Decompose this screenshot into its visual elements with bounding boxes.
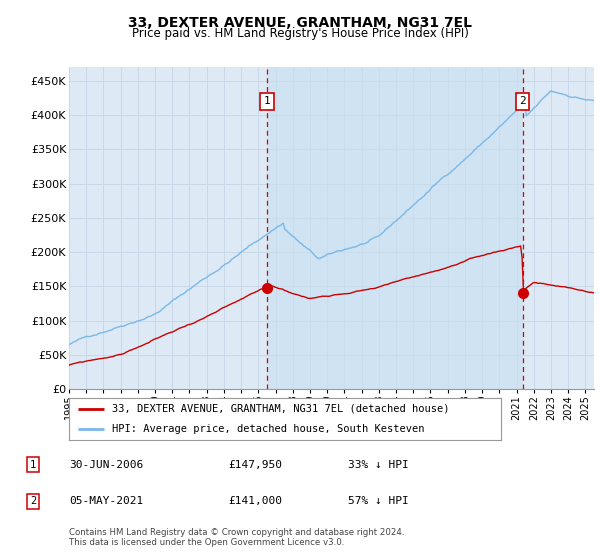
Text: £147,950: £147,950 (228, 460, 282, 470)
Text: 33% ↓ HPI: 33% ↓ HPI (348, 460, 409, 470)
Text: 2: 2 (30, 496, 36, 506)
Text: Price paid vs. HM Land Registry's House Price Index (HPI): Price paid vs. HM Land Registry's House … (131, 27, 469, 40)
Text: 2: 2 (519, 96, 526, 106)
Text: 33, DEXTER AVENUE, GRANTHAM, NG31 7EL: 33, DEXTER AVENUE, GRANTHAM, NG31 7EL (128, 16, 472, 30)
Text: 1: 1 (30, 460, 36, 470)
Text: 30-JUN-2006: 30-JUN-2006 (69, 460, 143, 470)
Text: 57% ↓ HPI: 57% ↓ HPI (348, 496, 409, 506)
Text: 33, DEXTER AVENUE, GRANTHAM, NG31 7EL (detached house): 33, DEXTER AVENUE, GRANTHAM, NG31 7EL (d… (112, 404, 450, 414)
Text: HPI: Average price, detached house, South Kesteven: HPI: Average price, detached house, Sout… (112, 424, 425, 434)
Text: Contains HM Land Registry data © Crown copyright and database right 2024.
This d: Contains HM Land Registry data © Crown c… (69, 528, 404, 547)
Text: 05-MAY-2021: 05-MAY-2021 (69, 496, 143, 506)
Bar (267, 67, 523, 389)
Text: £141,000: £141,000 (228, 496, 282, 506)
Text: 1: 1 (263, 96, 271, 106)
